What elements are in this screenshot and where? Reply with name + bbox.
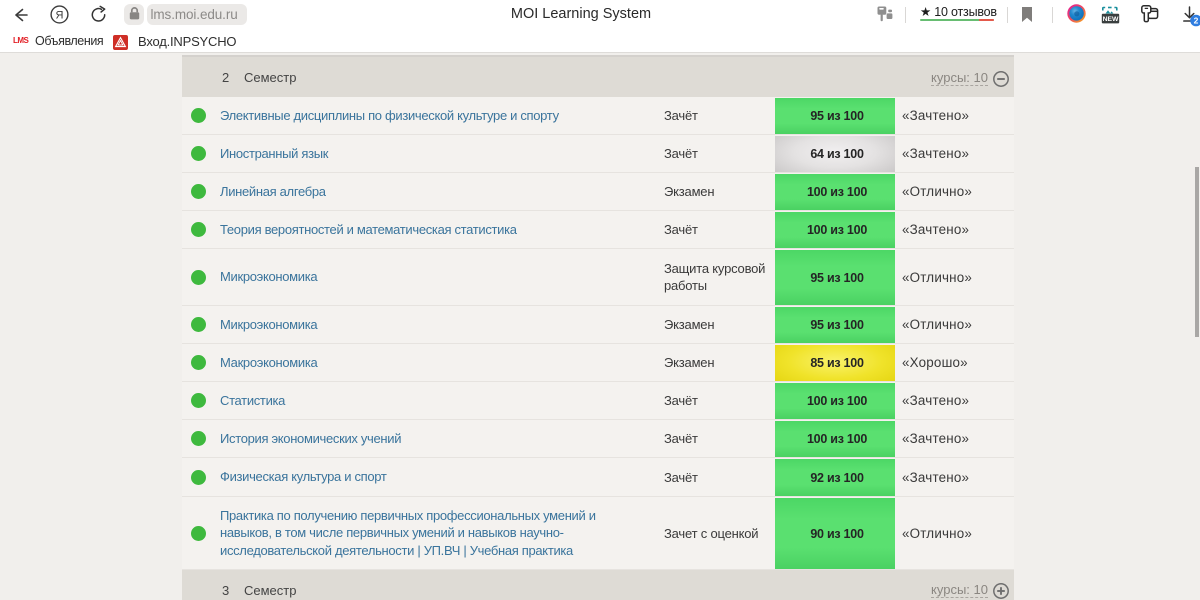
svg-text:NEW: NEW xyxy=(1103,16,1119,23)
svg-text:2: 2 xyxy=(1194,16,1199,26)
svg-text:Я: Я xyxy=(56,10,64,22)
